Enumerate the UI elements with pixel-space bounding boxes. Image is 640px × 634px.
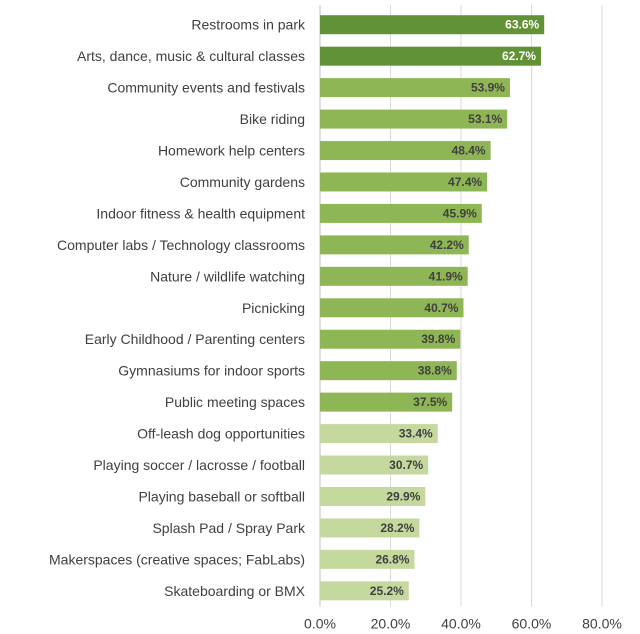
data-label: 48.4% (452, 144, 486, 158)
bar (320, 455, 429, 475)
category-label: Early Childhood / Parenting centers (85, 331, 305, 347)
x-tick-label: 60.0% (512, 616, 552, 632)
bar (320, 109, 508, 129)
bar (320, 392, 453, 412)
category-label: Public meeting spaces (165, 394, 305, 410)
data-label: 63.6% (505, 18, 539, 32)
bar (320, 329, 461, 349)
category-label: Gymnasiums for indoor sports (118, 363, 305, 379)
category-label: Restrooms in park (191, 17, 306, 33)
bar (320, 266, 468, 286)
x-tick-label: 0.0% (304, 616, 336, 632)
category-label: Homework help centers (158, 143, 305, 159)
bar (320, 203, 482, 223)
bar (320, 78, 510, 98)
data-label: 28.2% (380, 521, 414, 535)
data-label: 45.9% (443, 206, 477, 220)
value-labels: 63.6% 62.7% 53.9% 53.1% 48.4% 47.4% 45.9% 42.2%… (370, 18, 540, 598)
x-tick-label: 20.0% (371, 616, 411, 632)
bar (320, 46, 542, 66)
bar (320, 172, 488, 192)
x-tick-label: 80.0% (582, 616, 622, 632)
bar (320, 581, 409, 601)
bar (320, 486, 426, 506)
bar (320, 298, 464, 318)
data-label: 40.7% (424, 301, 458, 315)
category-label: Splash Pad / Spray Park (152, 520, 306, 536)
bar (320, 235, 469, 255)
data-label: 30.7% (389, 458, 423, 472)
data-label: 41.9% (429, 269, 463, 283)
bar (320, 15, 545, 35)
category-label: Community events and festivals (107, 80, 305, 96)
bar (320, 424, 438, 444)
category-label: Nature / wildlife watching (150, 268, 305, 284)
data-label: 37.5% (413, 395, 447, 409)
data-label: 47.4% (448, 175, 482, 189)
data-label: 26.8% (375, 552, 409, 566)
bar (320, 141, 491, 161)
data-label: 53.1% (468, 112, 502, 126)
category-label: Computer labs / Technology classrooms (57, 237, 305, 253)
category-label: Community gardens (180, 174, 305, 190)
bar (320, 549, 415, 569)
data-label: 25.2% (370, 584, 404, 598)
category-label: Indoor fitness & health equipment (96, 205, 305, 221)
bar (320, 361, 457, 381)
data-label: 38.8% (418, 364, 452, 378)
category-label: Bike riding (240, 111, 305, 127)
category-label: Makerspaces (creative spaces; FabLabs) (49, 551, 305, 567)
category-label: Off-leash dog opportunities (137, 426, 305, 442)
bars (320, 15, 545, 601)
category-labels: Restrooms in park Arts, dance, music & cu… (49, 17, 306, 599)
category-label: Skateboarding or BMX (164, 583, 306, 599)
category-label: Playing baseball or softball (138, 488, 305, 504)
data-label: 39.8% (421, 332, 455, 346)
data-label: 62.7% (502, 49, 536, 63)
category-label: Arts, dance, music & cultural classes (77, 48, 305, 64)
x-axis-tick-labels: 0.0% 20.0% 40.0% 60.0% 80.0% (304, 616, 622, 632)
data-label: 42.2% (430, 238, 464, 252)
data-label: 53.9% (471, 81, 505, 95)
category-label: Picnicking (242, 300, 305, 316)
x-tick-label: 40.0% (441, 616, 481, 632)
data-label: 29.9% (386, 489, 420, 503)
bar (320, 518, 420, 538)
data-label: 33.4% (399, 427, 433, 441)
category-label: Playing soccer / lacrosse / football (93, 457, 305, 473)
